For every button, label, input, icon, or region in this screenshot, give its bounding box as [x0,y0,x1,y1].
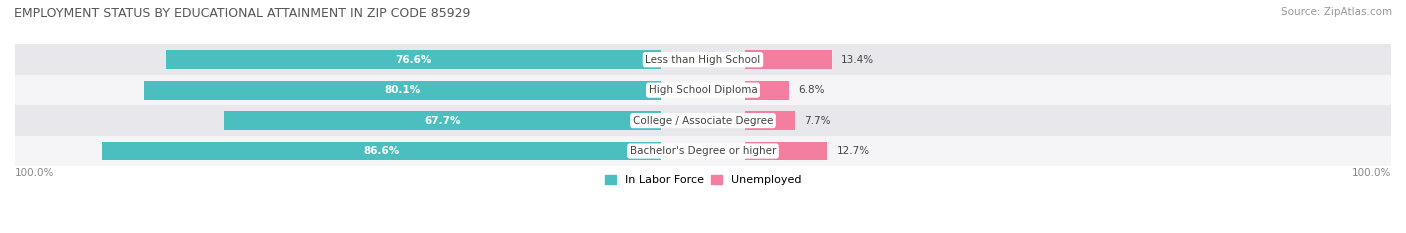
Bar [745,142,827,161]
Legend: In Labor Force, Unemployed: In Labor Force, Unemployed [600,171,806,190]
Text: 100.0%: 100.0% [15,168,55,178]
Bar [166,50,661,69]
Text: Less than High School: Less than High School [645,55,761,65]
Bar [745,50,831,69]
Text: 100.0%: 100.0% [1351,168,1391,178]
Text: Source: ZipAtlas.com: Source: ZipAtlas.com [1281,7,1392,17]
Bar [15,45,1391,75]
Text: 12.7%: 12.7% [837,146,870,156]
Bar [224,111,661,130]
Text: 7.7%: 7.7% [804,116,831,126]
Bar [745,81,789,99]
Text: 80.1%: 80.1% [384,85,420,95]
Text: 67.7%: 67.7% [425,116,461,126]
Text: 13.4%: 13.4% [841,55,875,65]
Text: College / Associate Degree: College / Associate Degree [633,116,773,126]
Text: Bachelor's Degree or higher: Bachelor's Degree or higher [630,146,776,156]
Text: EMPLOYMENT STATUS BY EDUCATIONAL ATTAINMENT IN ZIP CODE 85929: EMPLOYMENT STATUS BY EDUCATIONAL ATTAINM… [14,7,471,20]
Bar [15,136,1391,166]
Text: 86.6%: 86.6% [363,146,399,156]
Bar [745,111,794,130]
Bar [15,75,1391,105]
Text: High School Diploma: High School Diploma [648,85,758,95]
Bar [101,142,661,161]
Text: 76.6%: 76.6% [395,55,432,65]
Text: 6.8%: 6.8% [799,85,825,95]
Bar [143,81,661,99]
Bar [15,105,1391,136]
